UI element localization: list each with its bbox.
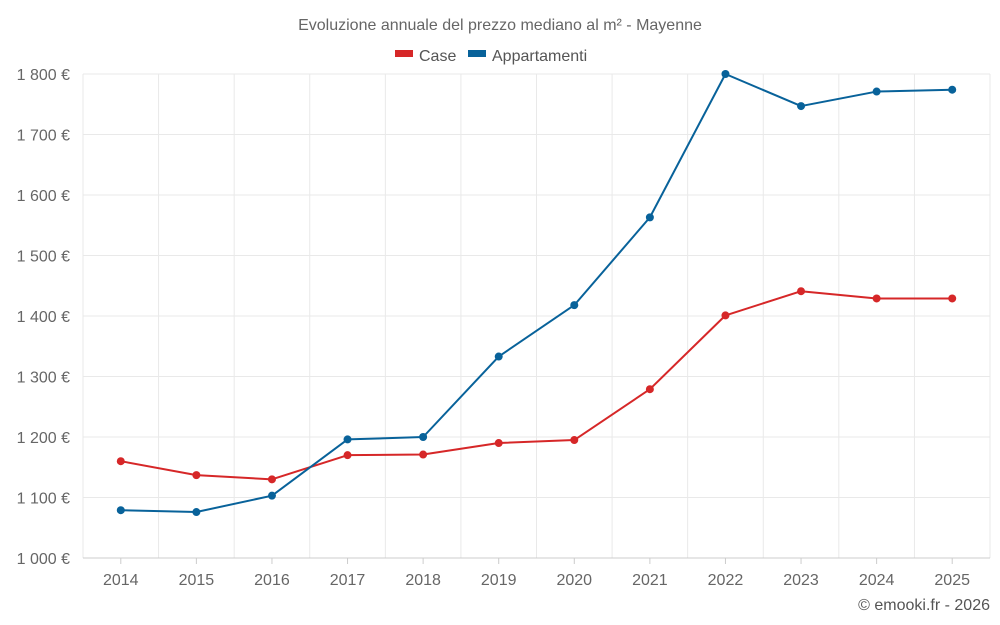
data-point-case[interactable] — [267, 475, 276, 484]
x-tick-label: 2025 — [934, 572, 970, 589]
data-point-case[interactable] — [116, 457, 125, 466]
legend-item-appartamenti[interactable]: Appartamenti — [468, 48, 587, 65]
data-point-appartamenti[interactable] — [645, 213, 654, 222]
y-tick-label: 1 800 € — [17, 67, 70, 84]
y-tick-label: 1 100 € — [17, 491, 70, 508]
x-tick-label: 2024 — [859, 572, 895, 589]
data-point-appartamenti[interactable] — [116, 506, 125, 515]
axes — [83, 557, 990, 564]
data-point-case[interactable] — [872, 294, 881, 303]
data-point-appartamenti[interactable] — [494, 352, 503, 361]
y-tick-label: 1 000 € — [17, 551, 70, 568]
data-point-appartamenti[interactable] — [267, 491, 276, 500]
legend-label-case: Case — [419, 48, 456, 65]
data-point-case[interactable] — [343, 451, 352, 460]
legend-label-appartamenti: Appartamenti — [492, 48, 587, 65]
legend-swatch-case — [395, 50, 413, 57]
data-point-appartamenti[interactable] — [192, 508, 201, 517]
y-axis-ticks: 1 000 € 1 100 € 1 200 € 1 300 € 1 400 € 1 500… — [17, 67, 70, 568]
chart-title: Evoluzione annuale del prezzo mediano al… — [298, 17, 702, 34]
data-point-case[interactable] — [494, 439, 503, 448]
x-tick-label: 2016 — [254, 572, 290, 589]
series-line-case — [120, 290, 953, 481]
y-tick-label: 1 500 € — [17, 249, 70, 266]
x-axis-ticks: 2014 2015 2016 2017 2018 2019 2020 2021 2022 2023… — [103, 572, 970, 589]
data-point-case[interactable] — [797, 287, 806, 296]
legend-swatch-appartamenti — [468, 50, 486, 57]
data-point-appartamenti[interactable] — [948, 85, 957, 94]
y-tick-label: 1 400 € — [17, 309, 70, 326]
data-point-appartamenti[interactable] — [721, 70, 730, 78]
y-tick-label: 1 600 € — [17, 188, 70, 205]
y-tick-label: 1 700 € — [17, 128, 70, 145]
data-point-case[interactable] — [419, 450, 428, 459]
legend: Case Appartamenti — [395, 48, 587, 65]
x-tick-label: 2021 — [632, 572, 668, 589]
data-point-case[interactable] — [192, 471, 201, 480]
data-point-case[interactable] — [721, 311, 730, 320]
credit-text: © emooki.fr - 2026 — [858, 597, 990, 614]
data-point-appartamenti[interactable] — [419, 433, 428, 441]
x-tick-label: 2023 — [783, 572, 819, 589]
x-tick-label: 2015 — [179, 572, 215, 589]
data-point-case[interactable] — [645, 385, 654, 394]
x-tick-label: 2018 — [405, 572, 441, 589]
x-tick-label: 2017 — [330, 572, 366, 589]
y-tick-label: 1 300 € — [17, 370, 70, 387]
x-tick-label: 2022 — [708, 572, 744, 589]
x-tick-label: 2014 — [103, 572, 139, 589]
data-point-case[interactable] — [570, 436, 579, 445]
data-point-appartamenti[interactable] — [797, 102, 806, 111]
data-point-appartamenti[interactable] — [570, 301, 579, 310]
x-tick-label: 2020 — [556, 572, 592, 589]
x-tick-label: 2019 — [481, 572, 517, 589]
y-tick-label: 1 200 € — [17, 430, 70, 447]
series — [116, 70, 957, 517]
grid — [82, 73, 991, 558]
data-point-case[interactable] — [948, 294, 957, 303]
data-point-appartamenti[interactable] — [872, 87, 881, 96]
data-point-appartamenti[interactable] — [343, 435, 352, 444]
legend-item-case[interactable]: Case — [395, 48, 456, 65]
series-line-appartamenti — [120, 73, 953, 514]
